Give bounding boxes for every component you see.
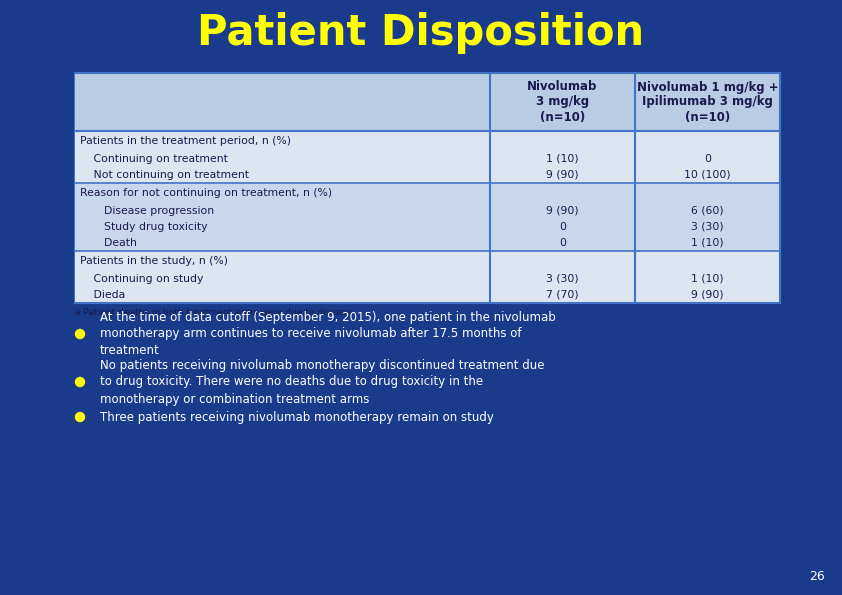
- Text: Not continuing on treatment: Not continuing on treatment: [83, 170, 249, 180]
- Text: 3 (30): 3 (30): [691, 222, 724, 232]
- FancyBboxPatch shape: [75, 251, 780, 303]
- FancyBboxPatch shape: [75, 131, 780, 183]
- Text: 26: 26: [809, 570, 825, 583]
- Text: Patient Disposition: Patient Disposition: [197, 12, 645, 54]
- Text: 0: 0: [559, 238, 566, 248]
- Text: 1 (10): 1 (10): [691, 238, 724, 248]
- Text: Continuing on treatment: Continuing on treatment: [83, 154, 228, 164]
- FancyBboxPatch shape: [75, 183, 780, 251]
- Text: Study drug toxicity: Study drug toxicity: [83, 222, 207, 232]
- Text: Death: Death: [83, 238, 137, 248]
- FancyBboxPatch shape: [75, 73, 780, 131]
- Text: 0: 0: [559, 222, 566, 232]
- Text: Three patients receiving nivolumab monotherapy remain on study: Three patients receiving nivolumab monot…: [100, 411, 494, 424]
- Circle shape: [76, 412, 84, 421]
- Text: 9 (90): 9 (90): [546, 206, 578, 216]
- Text: Reason for not continuing on treatment, n (%): Reason for not continuing on treatment, …: [80, 188, 332, 198]
- Text: 0: 0: [704, 154, 711, 164]
- Text: Nivolumab 1 mg/kg +
Ipilimumab 3 mg/kg
(n=10): Nivolumab 1 mg/kg + Ipilimumab 3 mg/kg (…: [637, 80, 778, 124]
- Text: 3 (30): 3 (30): [546, 274, 578, 284]
- Circle shape: [76, 330, 84, 339]
- Text: 10 (100): 10 (100): [685, 170, 731, 180]
- Text: 1 (10): 1 (10): [546, 154, 578, 164]
- Text: Nivolumab
3 mg/kg
(n=10): Nivolumab 3 mg/kg (n=10): [527, 80, 598, 124]
- Text: At the time of data cutoff (September 9, 2015), one patient in the nivolumab
mon: At the time of data cutoff (September 9,…: [100, 311, 556, 358]
- Text: 6 (60): 6 (60): [691, 206, 724, 216]
- Text: a Patient deaths in both treatment arms were due to disease: a Patient deaths in both treatment arms …: [75, 308, 352, 317]
- Text: 1 (10): 1 (10): [691, 274, 724, 284]
- Text: 9 (90): 9 (90): [546, 170, 578, 180]
- Text: Dieda: Dieda: [83, 290, 125, 300]
- Text: 7 (70): 7 (70): [546, 290, 578, 300]
- Text: Patients in the treatment period, n (%): Patients in the treatment period, n (%): [80, 136, 291, 146]
- Text: No patients receiving nivolumab monotherapy discontinued treatment due
to drug t: No patients receiving nivolumab monother…: [100, 359, 545, 406]
- Text: 9 (90): 9 (90): [691, 290, 724, 300]
- Text: Patients in the study, n (%): Patients in the study, n (%): [80, 256, 228, 266]
- Text: Continuing on study: Continuing on study: [83, 274, 204, 284]
- Text: Disease progression: Disease progression: [83, 206, 214, 216]
- FancyBboxPatch shape: [75, 73, 780, 303]
- Circle shape: [76, 377, 84, 387]
